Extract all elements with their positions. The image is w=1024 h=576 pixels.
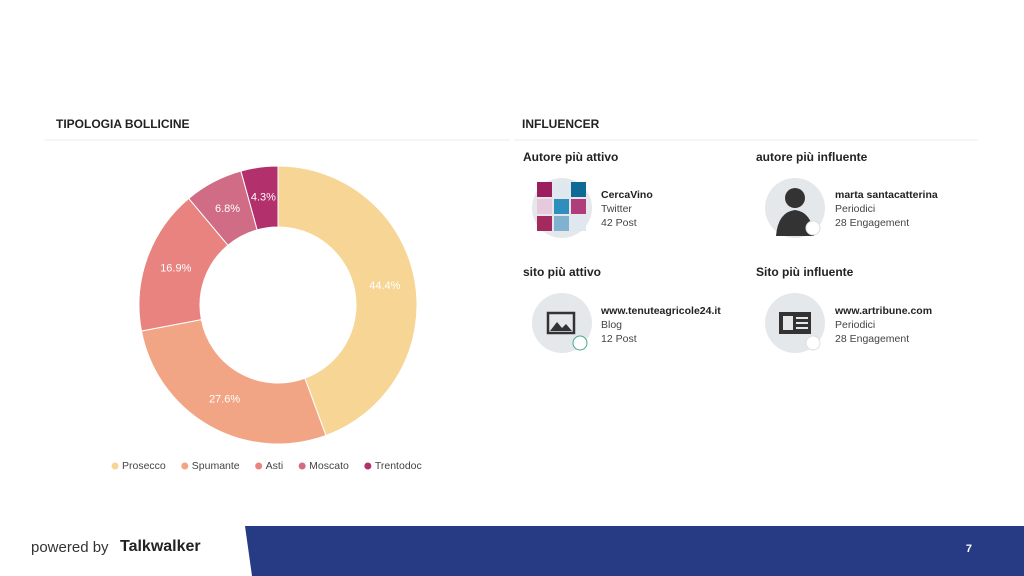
card-stat: 12 Post bbox=[601, 333, 637, 345]
card-source: Twitter bbox=[601, 203, 632, 215]
image-icon bbox=[546, 311, 576, 335]
legend-swatch bbox=[111, 462, 119, 470]
card-heading: sito più attivo bbox=[523, 265, 601, 279]
panel-title: TIPOLOGIA BOLLICINE bbox=[56, 117, 190, 131]
news-icon bbox=[783, 316, 793, 330]
badge bbox=[805, 220, 821, 236]
card: Sito più influente www.artribune.com Per… bbox=[756, 265, 932, 353]
legend-label: Prosecco bbox=[122, 460, 166, 472]
legend-swatch bbox=[364, 462, 372, 470]
card-name: www.tenuteagricole24.it bbox=[600, 305, 721, 317]
card-heading: autore più influente bbox=[756, 150, 868, 164]
value-label: 16.9% bbox=[160, 262, 191, 274]
card: sito più attivo www.tenuteagricole24.it … bbox=[523, 265, 721, 353]
card-source: Periodici bbox=[835, 319, 875, 331]
avatar-body bbox=[776, 210, 814, 236]
card-source: Periodici bbox=[835, 203, 875, 215]
powered-by: powered by bbox=[31, 539, 109, 556]
slice bbox=[277, 165, 418, 437]
value-label: 27.6% bbox=[209, 393, 240, 405]
legend-label: Moscato bbox=[309, 460, 349, 472]
legend-swatch bbox=[181, 462, 189, 470]
legend-swatch bbox=[255, 462, 263, 470]
avatar-head bbox=[785, 188, 805, 208]
card-stat: 42 Post bbox=[601, 217, 637, 229]
legend-swatch bbox=[298, 462, 306, 470]
donut-chart: 44.4% 27.6% 16.9% 6.8% 4.3% bbox=[138, 165, 418, 445]
card-name: CercaVino bbox=[601, 189, 653, 201]
brand: Talkwalker bbox=[120, 538, 201, 555]
value-label: 6.8% bbox=[215, 203, 240, 215]
card-stat: 28 Engagement bbox=[835, 217, 909, 229]
legend-label: Trentodoc bbox=[375, 460, 422, 472]
card-heading: Autore più attivo bbox=[523, 150, 618, 164]
badge bbox=[805, 335, 821, 351]
avatar-grid bbox=[537, 182, 586, 231]
legend-label: Spumante bbox=[192, 460, 240, 472]
card-source: Blog bbox=[601, 319, 622, 331]
card-name: marta santacatterina bbox=[835, 189, 938, 201]
card: Autore più attivo CercaVino Twitter 42 P… bbox=[523, 150, 653, 238]
slice bbox=[140, 319, 327, 445]
card-stat: 28 Engagement bbox=[835, 333, 909, 345]
card-name: www.artribune.com bbox=[834, 305, 932, 317]
value-label: 4.3% bbox=[251, 191, 276, 203]
legend-label: Asti bbox=[266, 460, 284, 472]
slice bbox=[240, 165, 279, 231]
value-label: 44.4% bbox=[369, 280, 400, 292]
badge bbox=[572, 335, 588, 351]
panel-title: INFLUENCER bbox=[522, 117, 600, 131]
card: autore più influente marta santacatterin… bbox=[756, 150, 938, 238]
legend: Prosecco Spumante Asti Moscato Trentodoc bbox=[111, 460, 422, 472]
footer-band bbox=[245, 526, 1024, 576]
page-number: 7 bbox=[966, 543, 972, 555]
card-heading: Sito più influente bbox=[756, 265, 854, 279]
image-icon bbox=[550, 322, 572, 331]
